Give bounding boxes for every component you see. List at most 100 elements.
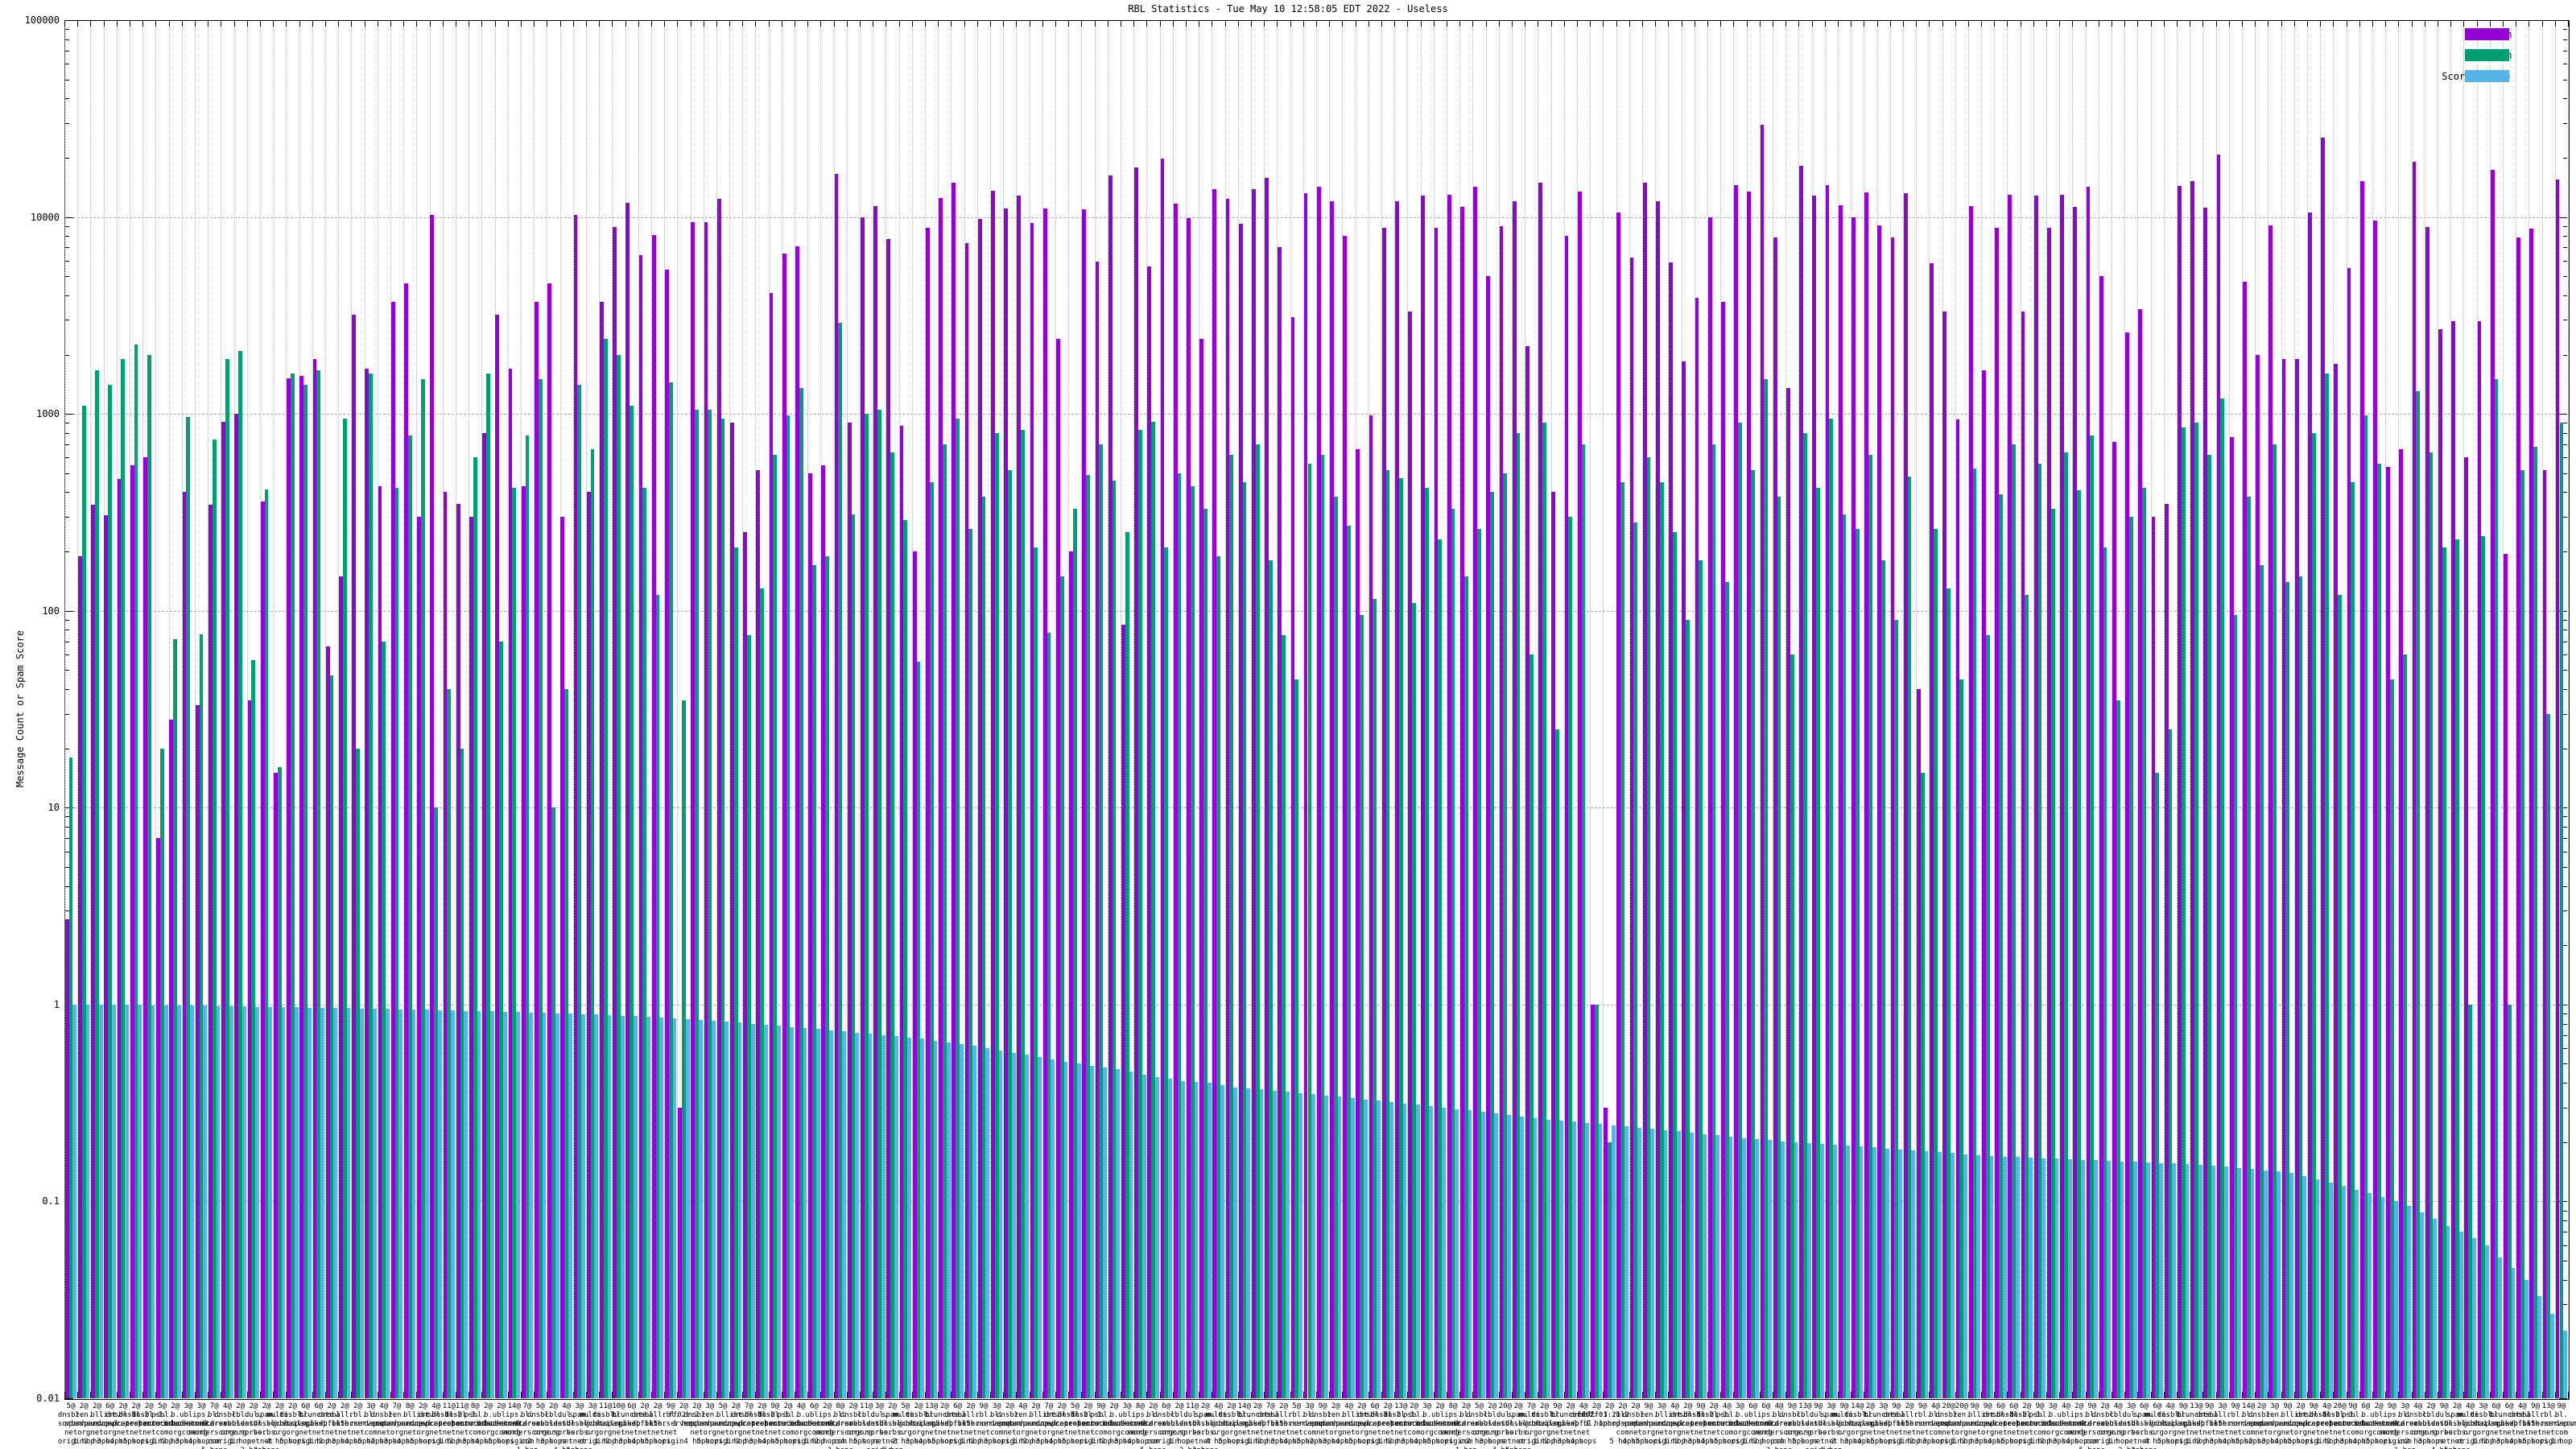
bar-not-spam bbox=[2164, 503, 2169, 1398]
x-gridline bbox=[612, 20, 613, 1398]
bar-score bbox=[112, 1005, 116, 1398]
x-tick-label: 2@ dul. dnsbl. sorbs. net 2 hops bbox=[240, 1402, 267, 1449]
x-tick-label: 3@ bl. nordspam. com 5 hops bbox=[351, 1402, 391, 1446]
y-tick-mark-minor-left bbox=[65, 619, 69, 621]
bar-not-spam bbox=[2021, 312, 2025, 1398]
x-gridline bbox=[2554, 20, 2556, 1398]
x-gridline bbox=[2215, 20, 2217, 1398]
bar-not-spam bbox=[221, 422, 226, 1398]
bar-spam bbox=[1946, 588, 1951, 1398]
bar-not-spam bbox=[1734, 185, 1739, 1398]
x-tick-mark-bottom bbox=[116, 1392, 118, 1398]
x-tick-mark-top bbox=[2293, 20, 2295, 27]
x-tick-mark-top bbox=[1511, 20, 1513, 27]
bar-score bbox=[2224, 1166, 2228, 1398]
bar-not-spam bbox=[1852, 217, 1856, 1398]
bar-spam bbox=[303, 385, 308, 1398]
x-tick-mark-top bbox=[1733, 20, 1735, 27]
x-gridline bbox=[2476, 20, 2478, 1398]
bar-not-spam bbox=[847, 423, 852, 1398]
x-tick-mark-bottom bbox=[1055, 1392, 1057, 1398]
x-tick-mark-bottom bbox=[650, 1392, 652, 1398]
bar-spam bbox=[877, 409, 881, 1398]
bar-score bbox=[920, 1038, 925, 1398]
x-gridline bbox=[1316, 20, 1317, 1398]
bar-score bbox=[1989, 1156, 1994, 1398]
bar-spam bbox=[160, 748, 164, 1398]
bar-spam bbox=[2207, 454, 2211, 1398]
x-gridline bbox=[1055, 20, 1057, 1398]
x-tick-label: 2@ spam. dnsbl. sorbs. net 5 hops bbox=[2444, 1402, 2471, 1449]
bar-not-spam bbox=[691, 222, 696, 1398]
bar-spam bbox=[447, 689, 452, 1398]
x-gridline bbox=[429, 20, 431, 1398]
bar-score bbox=[1389, 1101, 1394, 1398]
bar-spam bbox=[2494, 379, 2499, 1398]
x-tick-label: 7@ zen. spamhaus. org 3 hops bbox=[377, 1402, 417, 1446]
bar-score bbox=[2393, 1201, 2398, 1398]
x-gridline bbox=[1603, 20, 1604, 1398]
bar-spam bbox=[1581, 444, 1586, 1398]
x-tick-label: 2@ dnsbl. sorbs. net origin bbox=[997, 1402, 1023, 1446]
x-tick-mark-top bbox=[1641, 20, 1643, 27]
bar-spam bbox=[329, 675, 334, 1398]
x-gridline bbox=[1186, 20, 1187, 1398]
bar-score bbox=[1233, 1087, 1237, 1398]
x-tick-mark-bottom bbox=[1290, 1392, 1291, 1398]
bar-score bbox=[1598, 1124, 1603, 1398]
x-tick-mark-bottom bbox=[2293, 1392, 2295, 1398]
x-tick-label: 14@ ips. backscatterer. org origin bbox=[483, 1402, 545, 1446]
x-tick-mark-bottom bbox=[64, 1392, 65, 1398]
x-tick-label: 3@ ubl. unsubscore. com 3 hops bbox=[164, 1402, 213, 1446]
bar-not-spam bbox=[939, 197, 943, 1398]
x-tick-mark-bottom bbox=[1094, 1392, 1096, 1398]
y-tick-label: 1000 bbox=[36, 408, 60, 420]
y-tick-mark-minor-right bbox=[2563, 457, 2567, 459]
x-gridline bbox=[1302, 20, 1304, 1398]
bar-score bbox=[1898, 1149, 1902, 1398]
x-tick-mark-top bbox=[638, 20, 639, 27]
bar-spam bbox=[2376, 463, 2381, 1398]
x-tick-label: 9@ bl. nordspam. com 1 hop bbox=[2541, 1402, 2576, 1446]
x-tick-mark-top bbox=[2215, 20, 2217, 27]
x-tick-label: 9@ rbl. interserver. net origin bbox=[644, 1402, 697, 1446]
x-tick-mark-top bbox=[846, 20, 848, 27]
y-tick-mark-minor-left bbox=[65, 492, 69, 493]
bar-not-spam bbox=[2555, 180, 2560, 1398]
x-tick-label: 9@ bl. score. senderscore. com 5 hops bbox=[2066, 1402, 2119, 1449]
bar-not-spam bbox=[2125, 332, 2129, 1398]
bar-score bbox=[894, 1036, 898, 1398]
x-tick-mark-bottom bbox=[142, 1392, 144, 1398]
x-tick-label: 6@ dnsbl-2. uceprotect. net 5 hops bbox=[1989, 1402, 2038, 1446]
y-tick-label: 0.01 bbox=[36, 1393, 60, 1404]
bar-score bbox=[1728, 1136, 1733, 1398]
bar-spam bbox=[942, 444, 947, 1398]
x-tick-label: 2@ list. dnswl. org 5 hops bbox=[2287, 1402, 2314, 1446]
x-tick-label: 2@ multi. surbl. org 4 hops bbox=[266, 1402, 293, 1446]
x-tick-label: 2@ spam. dnsbl. sorbs. net 1 hop bbox=[879, 1402, 906, 1449]
x-tick-label: 2@ list. dnswl. org 5 hops bbox=[410, 1402, 436, 1446]
bar-score bbox=[98, 1004, 103, 1398]
x-tick-mark-top bbox=[90, 20, 92, 27]
bar-not-spam bbox=[495, 314, 500, 1398]
x-tick-mark-top bbox=[2007, 20, 2008, 27]
x-tick-label: 2@ dnsbl-2. uceprotect. net 1 hop bbox=[1364, 1402, 1412, 1446]
x-tick-label: 4@ dul. dnsbl. sorbs. net 4 hops bbox=[553, 1402, 580, 1449]
x-tick-label: 9@ bl. mailspike. net origin bbox=[2161, 1402, 2206, 1446]
bar-score bbox=[1468, 1110, 1472, 1398]
x-tick-label: 4@ dnsbl. spfbl. net 4 hops bbox=[1570, 1402, 1597, 1446]
y-tick-mark-minor-right bbox=[2563, 670, 2567, 671]
x-tick-mark-bottom bbox=[846, 1392, 848, 1398]
x-tick-label: 3@ b. barracudacentral. org 4 hops bbox=[1389, 1402, 1464, 1446]
bar-score bbox=[1377, 1100, 1381, 1398]
bar-spam bbox=[1177, 473, 1182, 1398]
x-tick-mark-bottom bbox=[1655, 1392, 1657, 1398]
x-tick-mark-bottom bbox=[1433, 1392, 1435, 1398]
bar-not-spam bbox=[339, 576, 343, 1398]
x-tick-mark-top bbox=[403, 20, 405, 27]
bar-not-spam bbox=[469, 517, 473, 1398]
bar-score bbox=[1715, 1135, 1720, 1398]
y-tick-mark-minor-left bbox=[65, 713, 69, 715]
x-tick-mark-top bbox=[612, 20, 613, 27]
x-tick-mark-bottom bbox=[2072, 1392, 2074, 1398]
